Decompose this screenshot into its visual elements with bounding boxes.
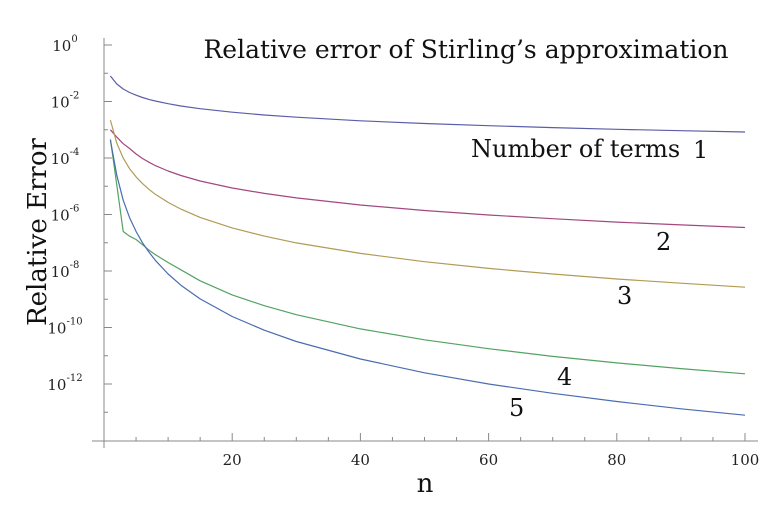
legend-title: Number of terms bbox=[471, 135, 680, 163]
curve-label-5: 5 bbox=[509, 394, 524, 422]
x-tick-label: 20 bbox=[223, 451, 242, 469]
series-line-2 bbox=[109, 129, 746, 229]
curves bbox=[109, 75, 746, 416]
x-tick-label: 60 bbox=[479, 451, 498, 469]
y-tick-label: 10-6 bbox=[51, 204, 80, 225]
axes: 20 40 60 80 100 100 10-2 10-4 10-6 10-8 10-10 10-12 bbox=[47, 34, 759, 469]
series-line-4 bbox=[109, 139, 746, 375]
series-line-1 bbox=[109, 75, 746, 133]
curve-label-4: 4 bbox=[557, 363, 572, 391]
x-axis-title: n bbox=[417, 469, 434, 499]
y-tick-label: 10-10 bbox=[47, 317, 82, 338]
curve-label-3: 3 bbox=[617, 282, 632, 310]
curve-label-2: 2 bbox=[656, 228, 671, 256]
x-tick-label: 100 bbox=[731, 451, 760, 469]
curve-label-1: 1 bbox=[693, 136, 708, 164]
x-tick-label: 40 bbox=[351, 451, 370, 469]
y-tick-label: 10-8 bbox=[51, 260, 80, 281]
series-line-5 bbox=[109, 139, 746, 416]
y-tick-label: 10-12 bbox=[47, 373, 82, 394]
y-tick-label: 10-2 bbox=[51, 91, 80, 112]
y-tick-label: 10-4 bbox=[51, 147, 80, 168]
x-tick-label: 80 bbox=[607, 451, 626, 469]
y-axis-title: Relative Error bbox=[23, 138, 53, 326]
chart-title: Relative error of Stirling’s approximati… bbox=[203, 35, 728, 64]
y-tick-label: 100 bbox=[52, 34, 77, 55]
series-line-3 bbox=[109, 119, 746, 288]
